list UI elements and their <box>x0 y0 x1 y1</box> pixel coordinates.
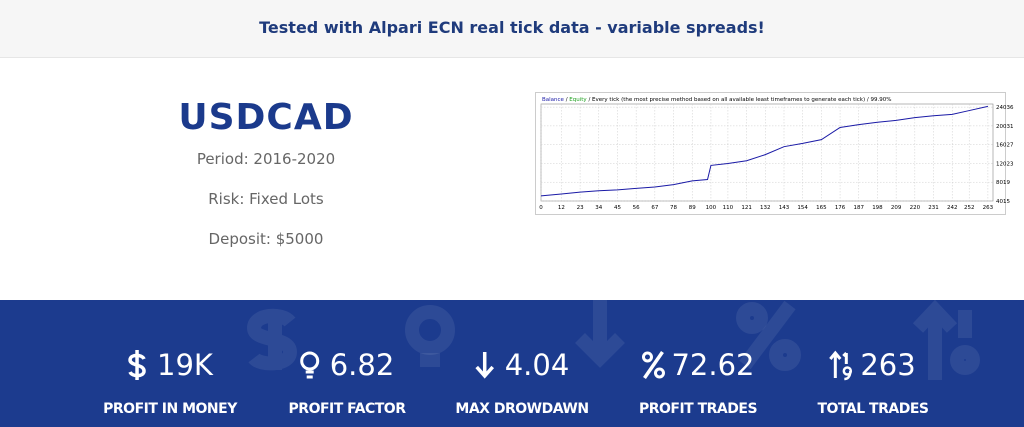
x-tick-label: 89 <box>689 205 696 211</box>
y-tick-label: 24036 <box>996 105 1014 111</box>
icon-part <box>305 370 314 379</box>
stat-label: TOTAL TRADES <box>818 401 929 417</box>
icon-part <box>641 351 653 363</box>
stat-value: 263 <box>860 348 915 382</box>
stats-band: 19K PROFIT IN MONEY 6.82 PROFIT FACTOR 4.04 M… <box>0 300 1024 427</box>
icon-part <box>300 351 320 371</box>
x-tick-label: 176 <box>835 205 846 211</box>
x-tick-label: 67 <box>651 205 658 211</box>
stat-label: MAX DROWDAWN <box>455 401 588 417</box>
balance-line <box>540 105 989 197</box>
y-tick-label: 4015 <box>996 199 1010 205</box>
x-tick-label: 263 <box>983 205 994 211</box>
bg-icons <box>246 300 980 380</box>
x-tick-label: 209 <box>891 205 902 211</box>
icon-part <box>844 370 852 381</box>
stat-value: 72.62 <box>671 348 754 382</box>
y-tick-label: 16027 <box>996 143 1014 149</box>
y-tick-label: 12023 <box>996 161 1014 167</box>
period: Period: 2016-2020 <box>196 150 336 168</box>
stat-icon <box>300 351 320 379</box>
chart-header: Balance / Equity / Every tick (the most … <box>542 97 891 103</box>
x-tick-label: 100 <box>706 205 717 211</box>
x-tick-label: 231 <box>928 205 939 211</box>
icon-part <box>643 351 664 379</box>
chart-note: / Every tick (the most precise method ba… <box>588 97 891 103</box>
stat-icon <box>829 350 853 381</box>
x-tick-label: 220 <box>910 205 921 211</box>
x-tick-label: 198 <box>872 205 883 211</box>
x-tick-label: 165 <box>816 205 827 211</box>
x-tick-label: 154 <box>797 205 808 211</box>
y-tick-label: 20031 <box>996 124 1014 130</box>
balance-chart: Balance / Equity / Every tick (the most … <box>535 92 1014 215</box>
icon-part <box>653 367 665 379</box>
x-tick-label: 242 <box>947 205 958 211</box>
x-tick-label: 12 <box>558 205 565 211</box>
stat-icon <box>128 350 146 380</box>
x-tick-label: 23 <box>577 205 584 211</box>
x-tick-label: 34 <box>595 205 602 211</box>
x-tick-label: 252 <box>964 205 975 211</box>
x-tick-label: 56 <box>633 205 640 211</box>
stat-icon <box>641 351 665 379</box>
risk: Risk: Fixed Lots <box>208 190 324 208</box>
icon-part <box>475 352 495 379</box>
icon-part <box>829 350 848 378</box>
banner: Tested with Alpari ECN real tick data - … <box>0 0 1024 58</box>
legend-balance: Balance <box>542 97 565 103</box>
x-tick-label: 78 <box>670 205 677 211</box>
x-tick-label: 143 <box>779 205 790 211</box>
stat-icon <box>475 352 495 379</box>
x-tick-label: 187 <box>854 205 865 211</box>
stat-value: 4.04 <box>505 348 570 382</box>
y-tick-label: 8019 <box>996 180 1010 186</box>
stat-label: PROFIT FACTOR <box>289 401 407 417</box>
x-tick-label: 0 <box>539 205 543 211</box>
pair-title: USDCAD <box>178 97 354 138</box>
chart-frame <box>535 92 1006 215</box>
stat-label: PROFIT IN MONEY <box>103 401 238 417</box>
stat-value: 6.82 <box>330 348 395 382</box>
x-tick-label: 132 <box>760 205 771 211</box>
x-tick-label: 45 <box>614 205 621 211</box>
x-tick-label: 110 <box>723 205 734 211</box>
x-tick-label: 121 <box>741 205 752 211</box>
stat-value: 19K <box>157 348 214 382</box>
separator: / <box>566 97 568 103</box>
deposit: Deposit: $5000 <box>208 230 324 248</box>
stat-label: PROFIT TRADES <box>639 401 757 417</box>
legend-equity: Equity <box>569 97 587 103</box>
band-bg <box>0 300 1024 427</box>
icon-part <box>128 350 146 380</box>
